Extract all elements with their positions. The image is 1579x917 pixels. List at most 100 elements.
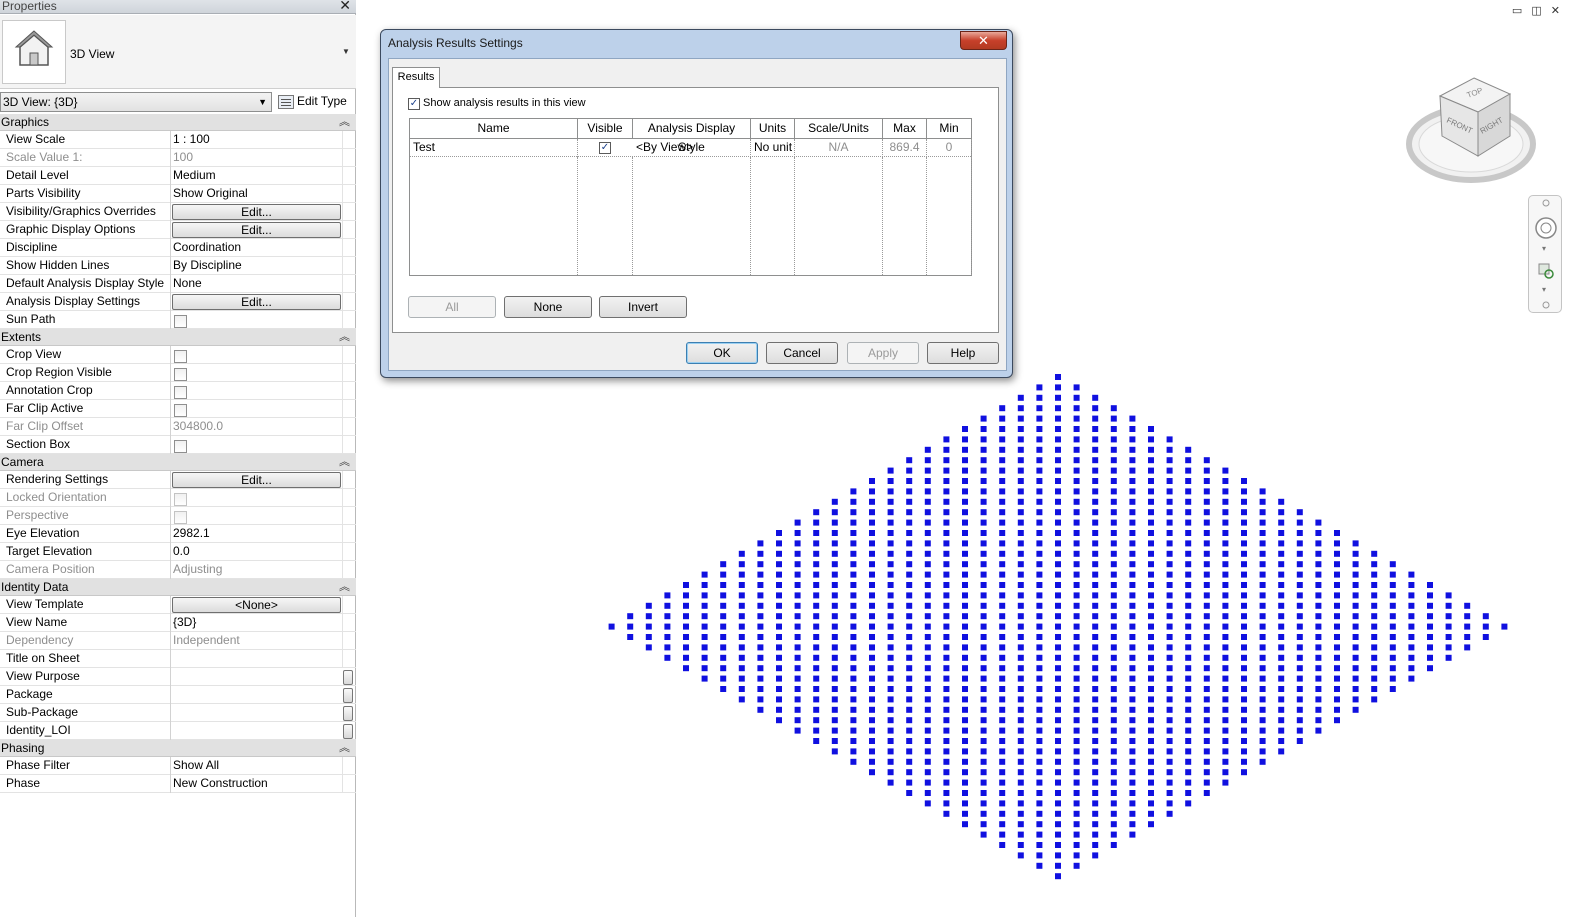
browse-button[interactable]	[343, 688, 353, 703]
analysis-point	[776, 550, 782, 557]
edit-type-button[interactable]: Edit Type	[278, 92, 347, 112]
analysis-point	[906, 644, 913, 651]
analysis-point	[1241, 706, 1247, 713]
annotation-crop-checkbox[interactable]	[174, 386, 187, 399]
crop-view-checkbox[interactable]	[174, 350, 187, 363]
analysis-point	[1464, 613, 1471, 620]
analysis-point	[1017, 592, 1024, 599]
property-value[interactable]: Show All	[173, 758, 220, 772]
all-button[interactable]: All	[408, 296, 496, 318]
viewcube[interactable]: TOP FRONT RIGHT	[1406, 74, 1536, 188]
analysis-point	[1166, 769, 1173, 776]
group-header-identity-data[interactable]: Identity Data ︽	[0, 579, 356, 596]
property-row-sun-path: Sun Path	[0, 311, 356, 329]
group-header-graphics[interactable]: Graphics ︽	[0, 114, 356, 131]
view-template-edit-button[interactable]: <None>	[172, 597, 341, 613]
visible-checkbox[interactable]: ✓	[599, 142, 611, 154]
analysis-point	[1166, 644, 1173, 651]
ok-button[interactable]: OK	[686, 342, 758, 364]
column-header-analysis-display-style[interactable]: Analysis Display Style	[633, 119, 751, 154]
analysis-point	[813, 530, 820, 536]
rendering-settings-edit-button[interactable]: Edit...	[172, 472, 341, 488]
column-header-name[interactable]: Name	[410, 119, 578, 139]
property-value[interactable]: Show Original	[173, 186, 248, 200]
none-button[interactable]: None	[504, 296, 592, 318]
window-controls[interactable]: ▭ ◫ ✕	[1511, 5, 1563, 17]
analysis-display-settings-edit-button[interactable]: Edit...	[172, 294, 341, 310]
column-header-max[interactable]: Max	[883, 119, 927, 139]
column-header-units[interactable]: Units	[751, 119, 795, 139]
property-value[interactable]: 2982.1	[173, 526, 210, 540]
invert-button[interactable]: Invert	[599, 296, 687, 318]
column-header-visible[interactable]: Visible	[578, 119, 633, 139]
column-header-scale-units[interactable]: Scale/Units	[795, 119, 883, 139]
browse-button[interactable]	[343, 706, 353, 721]
chevron-down-icon[interactable]: ▼	[342, 47, 350, 56]
analysis-point	[720, 654, 727, 661]
instance-selector[interactable]: 3D View: {3D} ▼	[0, 92, 272, 112]
analysis-point	[776, 706, 782, 713]
apply-button[interactable]: Apply	[847, 342, 919, 364]
browse-button[interactable]	[343, 724, 353, 739]
analysis-point	[1296, 727, 1303, 734]
group-header-phasing[interactable]: Phasing ︽	[0, 740, 356, 757]
visibility-graphics-overrides-edit-button[interactable]: Edit...	[172, 204, 341, 220]
analysis-point	[1055, 613, 1061, 620]
analysis-point	[1036, 831, 1043, 838]
analysis-point	[850, 686, 857, 692]
collapse-icon[interactable]: ︽	[339, 116, 350, 128]
help-button[interactable]: Help	[927, 342, 999, 364]
analysis-point	[1110, 810, 1117, 817]
analysis-point	[1148, 654, 1154, 661]
graphic-display-options-edit-button[interactable]: Edit...	[172, 222, 341, 238]
property-value[interactable]: By Discipline	[173, 258, 242, 272]
analysis-point	[683, 644, 689, 651]
property-value[interactable]: {3D}	[173, 615, 197, 629]
group-header-camera[interactable]: Camera ︽	[0, 454, 356, 471]
collapse-icon[interactable]: ︽	[339, 456, 350, 468]
tab-results[interactable]: Results	[392, 67, 440, 88]
analysis-point	[1166, 498, 1173, 505]
property-value[interactable]: Coordination	[173, 240, 242, 254]
row-tail	[342, 167, 354, 185]
collapse-icon[interactable]: ︽	[339, 331, 350, 343]
dialog-close-button[interactable]: ✕	[960, 31, 1007, 50]
analysis-point	[1482, 623, 1489, 630]
section-box-checkbox[interactable]	[174, 440, 187, 453]
collapse-icon[interactable]: ︽	[339, 581, 350, 593]
analysis-point	[1036, 800, 1043, 807]
cancel-button[interactable]: Cancel	[766, 342, 838, 364]
analysis-point	[1110, 686, 1117, 692]
navigation-bar[interactable]: ▾ ▾	[1528, 195, 1562, 313]
property-value[interactable]: 1 : 100	[173, 132, 210, 146]
analysis-point	[1185, 654, 1192, 661]
analysis-point	[1036, 509, 1043, 516]
analysis-point	[1278, 675, 1285, 682]
property-value[interactable]: Medium	[173, 168, 216, 182]
sun-path-checkbox[interactable]	[174, 315, 187, 328]
show-results-checkbox[interactable]: ✓	[408, 98, 420, 110]
property-row-target-elevation: Target Elevation 0.0	[0, 543, 356, 561]
type-selector[interactable]: 3D View ▼	[0, 15, 356, 89]
analysis-point	[1110, 561, 1117, 568]
property-value[interactable]: New Construction	[173, 776, 268, 790]
browse-button[interactable]	[343, 670, 353, 685]
property-value[interactable]: None	[173, 276, 202, 290]
close-icon[interactable]: ✕	[339, 0, 351, 13]
property-row-far-clip-active: Far Clip Active	[0, 400, 356, 418]
analysis-point	[831, 634, 838, 640]
properties-title-bar: Properties ✕	[0, 0, 356, 14]
property-value[interactable]: 0.0	[173, 544, 190, 558]
analysis-point	[943, 457, 950, 464]
analysis-point	[962, 426, 968, 432]
crop-region-visible-checkbox[interactable]	[174, 368, 187, 381]
cell-style[interactable]: <By View>	[633, 139, 751, 157]
column-header-min[interactable]: Min	[927, 119, 972, 139]
property-row-identity-loi: Identity_LOI	[0, 722, 356, 740]
far-clip-active-checkbox[interactable]	[174, 404, 187, 417]
analysis-point	[1055, 561, 1061, 568]
analysis-point	[906, 561, 913, 568]
collapse-icon[interactable]: ︽	[339, 742, 350, 754]
analysis-point	[1296, 696, 1303, 703]
group-header-extents[interactable]: Extents ︽	[0, 329, 356, 346]
